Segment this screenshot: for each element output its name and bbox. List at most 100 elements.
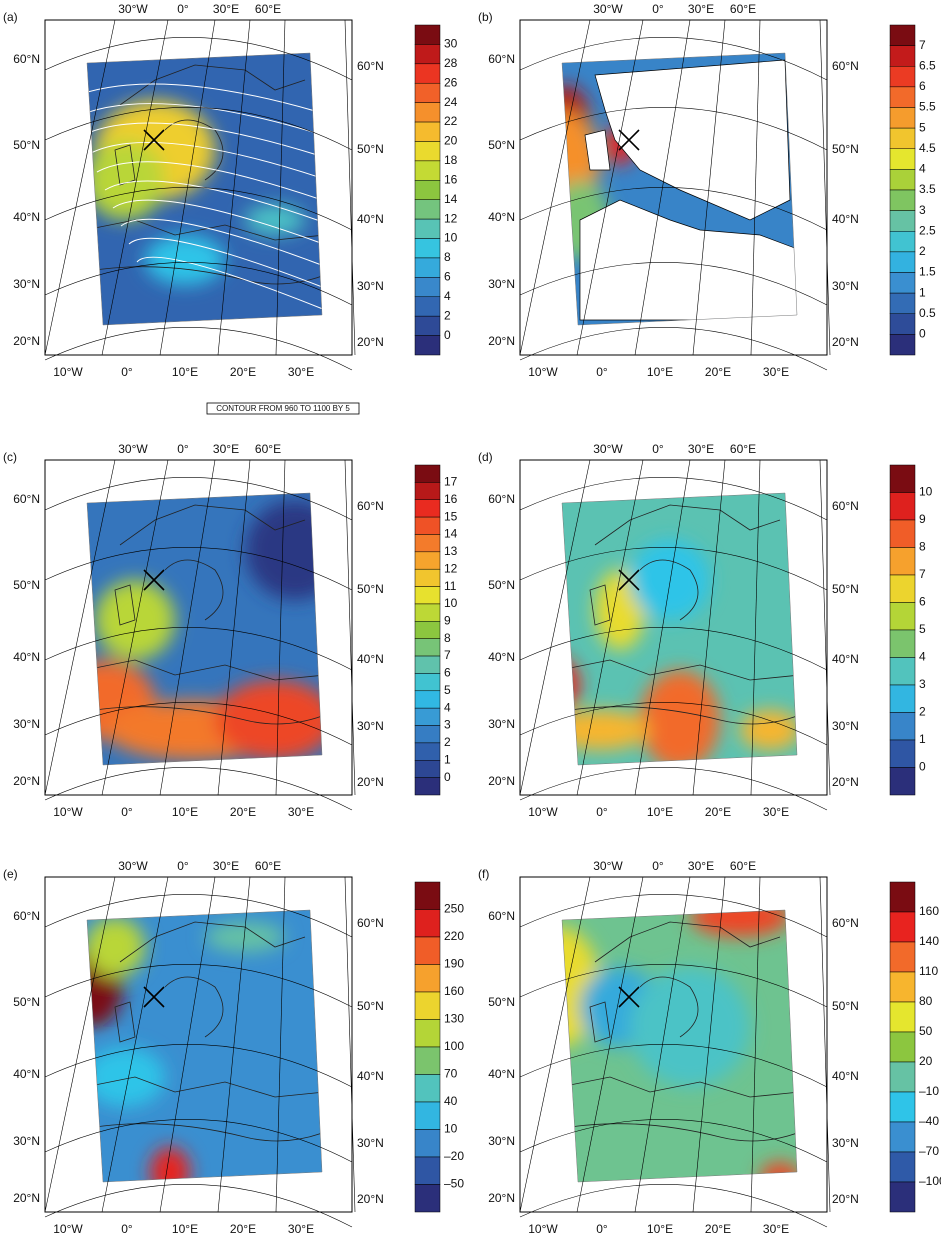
lat-label-right: 50°N xyxy=(357,582,384,596)
colorbar-label: 4 xyxy=(444,700,451,714)
lat-label-left: 30°N xyxy=(488,277,515,291)
parallel xyxy=(44,37,353,81)
colorbar-cell xyxy=(414,277,441,298)
colorbar-cell xyxy=(414,673,441,692)
colorbar-label: 6 xyxy=(444,270,451,284)
bottom-lon-label: 30°E xyxy=(763,365,789,379)
colorbar-cell xyxy=(889,1031,916,1063)
coastline xyxy=(87,64,322,285)
colorbar-label: 12 xyxy=(444,561,458,575)
isobar xyxy=(112,199,322,253)
top-lon-label: 30°E xyxy=(213,2,239,16)
isobar xyxy=(120,218,322,275)
parallel xyxy=(44,547,353,591)
top-lon-label: 60°E xyxy=(730,442,756,456)
colorbar-cell xyxy=(414,1074,441,1103)
meridian xyxy=(44,459,116,796)
colorbar-cell xyxy=(414,777,441,796)
meridian xyxy=(101,459,169,796)
domain-fill xyxy=(87,910,322,1182)
colorbar-label: 12 xyxy=(444,211,458,225)
colorbar-cell xyxy=(414,881,441,910)
parallel xyxy=(44,107,353,151)
meridian xyxy=(344,876,356,1213)
colorbar-label: 3 xyxy=(919,677,926,691)
colorbar-cell xyxy=(889,24,916,46)
meridian xyxy=(576,876,644,1213)
lat-label-left: 20°N xyxy=(488,774,515,788)
domain-outline xyxy=(561,52,798,326)
colorbar-label: 130 xyxy=(444,1012,464,1026)
colorbar-label: 2 xyxy=(444,308,451,322)
site-marker xyxy=(143,569,165,591)
isobar xyxy=(104,180,322,231)
colorbar-label: 6 xyxy=(919,79,926,93)
field-blob xyxy=(740,710,797,750)
colorbar-label: 3.5 xyxy=(919,182,936,196)
colorbar-cell xyxy=(414,655,441,674)
lat-label-left: 50°N xyxy=(488,138,515,152)
lat-label-right: 50°N xyxy=(357,999,384,1013)
colorbar-cell xyxy=(414,909,441,938)
colorbar-cell xyxy=(889,1061,916,1093)
colorbar-cell xyxy=(414,499,441,518)
colorbar-label: 18 xyxy=(444,153,458,167)
colorbar-cell xyxy=(414,936,441,965)
colorbar-cell xyxy=(414,296,441,317)
colorbar-cell xyxy=(414,102,441,123)
parallel xyxy=(519,262,828,306)
colorbar-cell xyxy=(414,1156,441,1185)
model-domain xyxy=(562,53,797,325)
colorbar-cell xyxy=(889,1181,916,1213)
colorbar-label: 8 xyxy=(444,631,451,645)
top-lon-label: 60°E xyxy=(255,442,281,456)
colorbar-cell xyxy=(889,127,916,149)
colorbar-label: 15 xyxy=(444,509,458,523)
parallel xyxy=(44,1119,353,1163)
parallel xyxy=(519,702,828,746)
panel-label: (f) xyxy=(478,867,489,881)
lat-label-left: 60°N xyxy=(13,909,40,923)
land xyxy=(579,59,797,321)
top-lon-label: 0° xyxy=(177,442,189,456)
colorbar-label: –70 xyxy=(919,1144,939,1158)
field-blob xyxy=(87,140,165,220)
top-lon-label: 0° xyxy=(177,859,189,873)
colorbar-label: 10 xyxy=(444,596,458,610)
colorbar-cell xyxy=(889,251,916,273)
lat-label-right: 60°N xyxy=(832,916,859,930)
lat-label-left: 20°N xyxy=(13,774,40,788)
domain-outline xyxy=(561,909,798,1183)
parallel xyxy=(519,627,828,671)
meridian xyxy=(819,459,831,796)
parallel xyxy=(519,1044,828,1088)
lat-label-right: 20°N xyxy=(832,335,859,349)
lat-label-right: 20°N xyxy=(357,335,384,349)
colorbar-cell xyxy=(414,964,441,993)
domain-outline xyxy=(86,492,323,766)
colorbar-cell xyxy=(414,725,441,744)
lat-label-left: 40°N xyxy=(13,1067,40,1081)
colorbar-cell xyxy=(414,180,441,200)
domain-outline xyxy=(561,492,798,766)
lat-label-left: 30°N xyxy=(13,717,40,731)
field-blob xyxy=(205,922,285,952)
lat-label-right: 40°N xyxy=(357,212,384,226)
top-lon-label: 0° xyxy=(652,859,664,873)
top-lon-label: 60°E xyxy=(730,859,756,873)
parallel xyxy=(44,767,353,811)
colorbar-label: 70 xyxy=(444,1067,458,1081)
colorbar-cell xyxy=(414,1019,441,1048)
field-blob xyxy=(640,670,720,765)
isobar xyxy=(87,122,322,165)
colorbar-label: 0 xyxy=(919,327,926,341)
meridian xyxy=(217,19,251,356)
colorbar-cell xyxy=(889,492,916,521)
colorbar-cell xyxy=(889,210,916,232)
map-panel: (f) 30°W 0° 30°E 60°E 10°W 0° 10°E 20°E 30°E 60°N 6… xyxy=(478,859,941,1236)
colorbar-cell xyxy=(889,1001,916,1033)
colorbar-cell xyxy=(889,1151,916,1183)
lat-label-left: 50°N xyxy=(13,995,40,1009)
parallel xyxy=(519,767,828,811)
coastline xyxy=(562,504,797,725)
